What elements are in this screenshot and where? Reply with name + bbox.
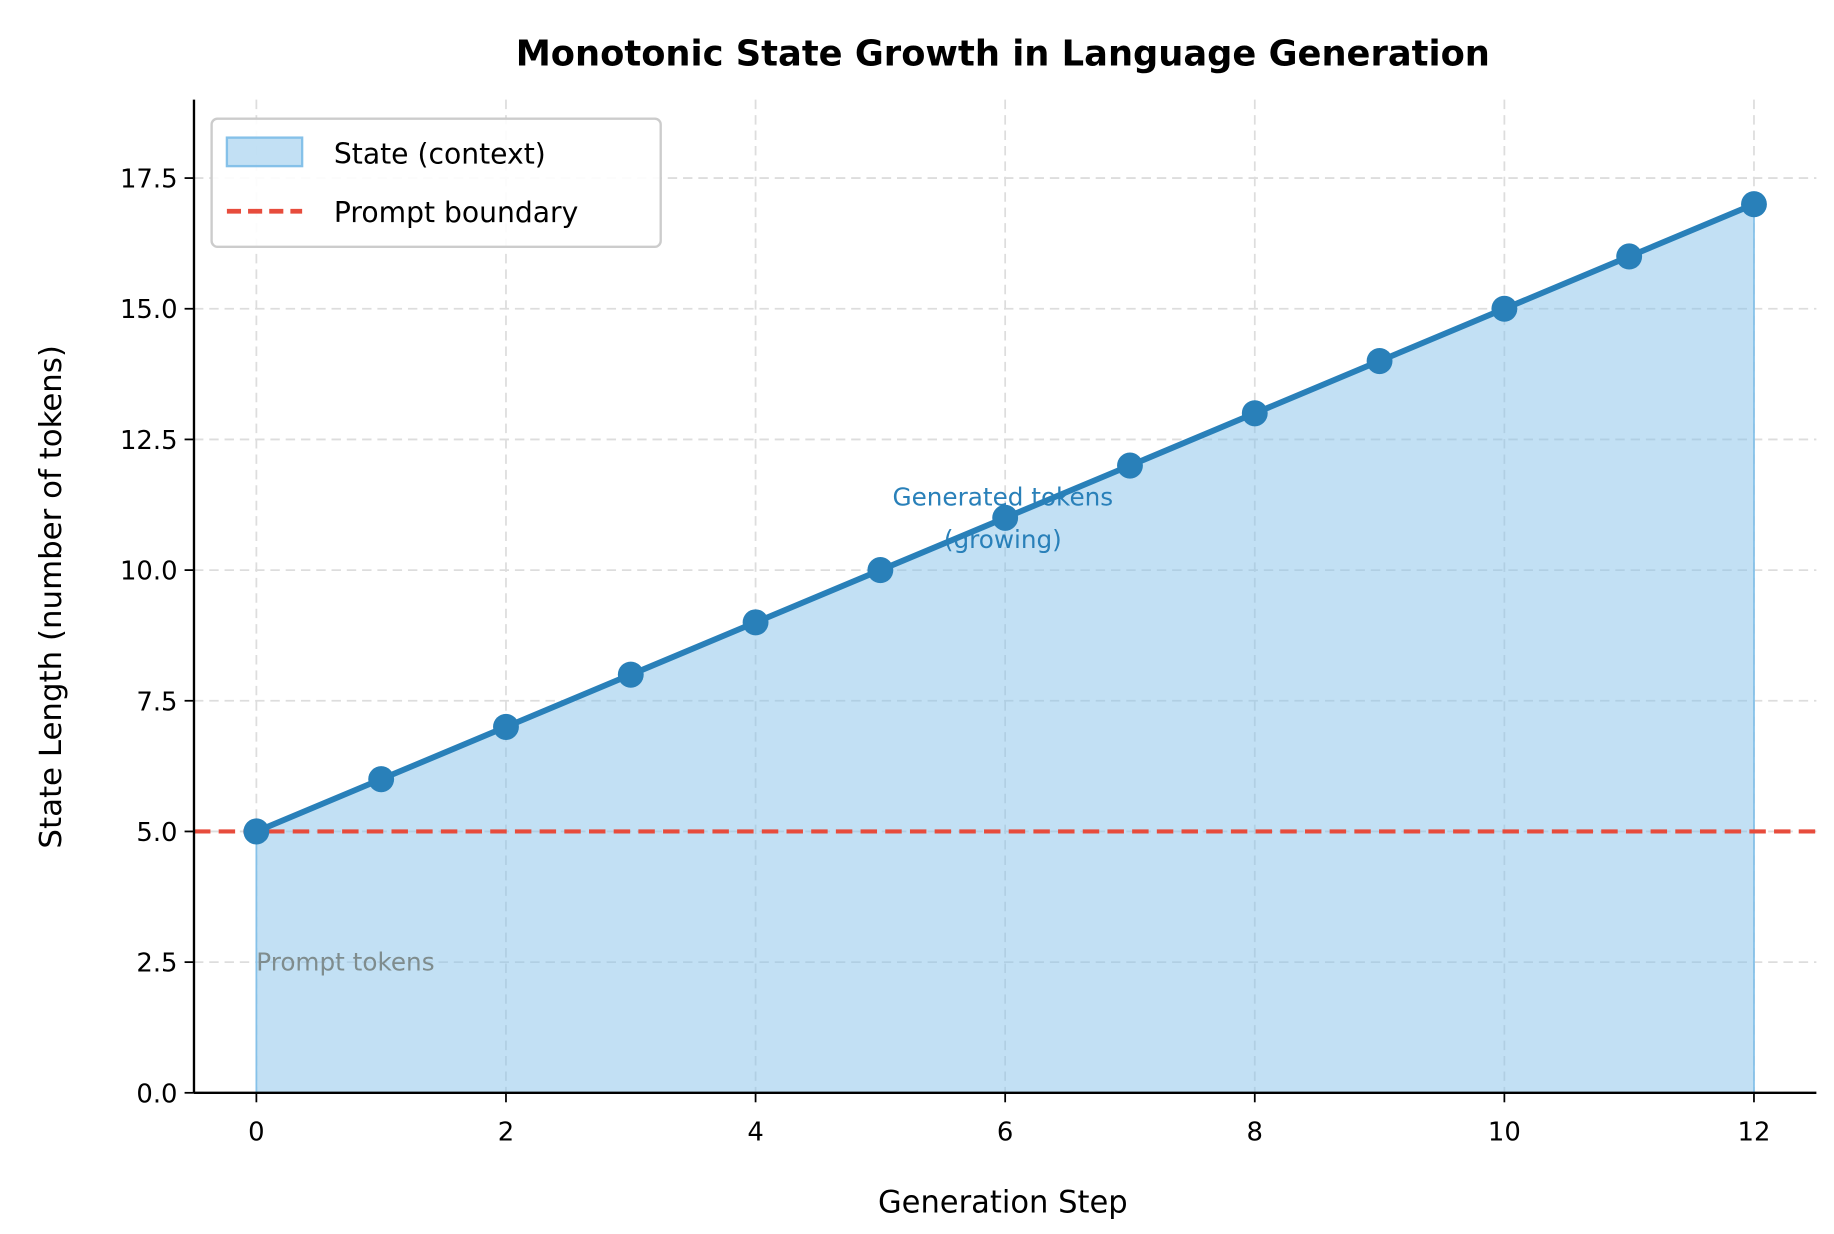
legend-swatch-state [225,136,304,168]
x-tick-label: 6 [997,1117,1013,1147]
y-tick-label: 0.0 [136,1079,177,1109]
x-tick-label: 8 [1247,1117,1263,1147]
annotation-generated-line2: (growing) [944,525,1062,554]
data-point [742,609,769,636]
y-tick-label: 17.5 [120,164,178,194]
y-tick-label: 2.5 [136,949,177,979]
chart-title: Monotonic State Growth in Language Gener… [516,33,1490,74]
data-point [867,557,894,584]
y-axis-label: State Length (number of tokens) [34,345,69,849]
data-point [368,766,395,793]
data-point [493,713,519,740]
legend-label-prompt: Prompt boundary [334,196,578,229]
y-tick-label: 7.5 [136,687,177,717]
legend: State (context) Prompt boundary [210,117,662,248]
legend-label-state: State (context) [334,138,546,171]
x-tick-label: 10 [1488,1117,1521,1147]
x-tick-label: 2 [498,1117,514,1147]
data-point [1491,295,1518,322]
data-point [1241,400,1268,427]
data-point [992,504,1019,531]
x-tick-label: 0 [248,1117,264,1147]
annotation-prompt-tokens: Prompt tokens [256,947,434,976]
data-point [1616,243,1643,270]
x-tick-label: 12 [1738,1117,1771,1147]
data-point [1366,347,1393,375]
data-point [1741,191,1767,218]
legend-box [210,117,662,248]
x-tick-label: 4 [747,1117,763,1147]
points-layer [243,191,1767,845]
y-tick-label: 15.0 [120,295,178,325]
data-point [617,661,644,688]
y-tick-label: 12.5 [120,426,178,456]
axes: 0 2 4 6 8 10 12 0.0 2.5 5.0 7.5 10.0 12.5 15.0 17.5 [120,99,1817,1147]
y-tick-label: 5.0 [136,818,177,848]
data-point [243,818,270,845]
annotation-generated-line1: Generated tokens [892,482,1113,511]
data-point [1117,452,1143,479]
y-tick-label: 10.0 [120,556,178,586]
x-axis-label: Generation Step [878,1186,1128,1221]
